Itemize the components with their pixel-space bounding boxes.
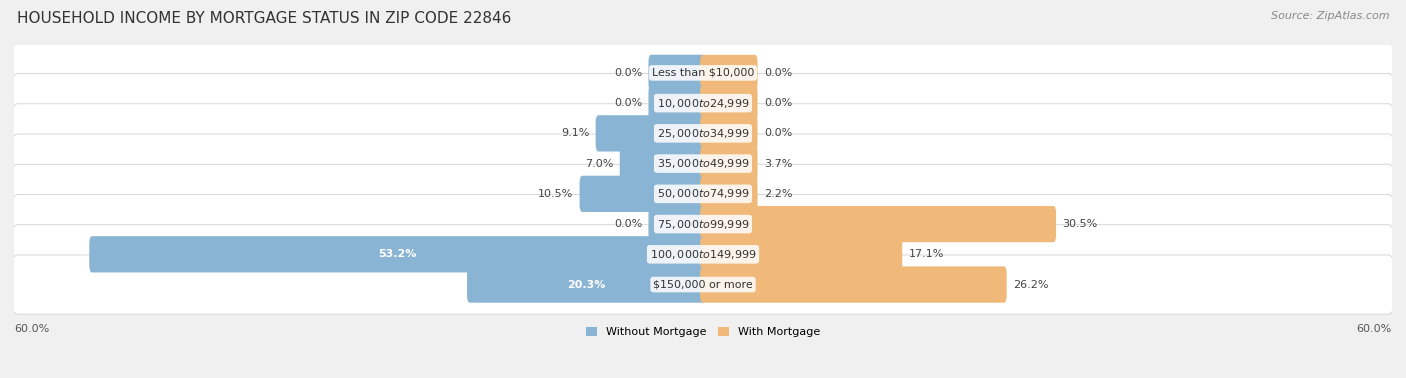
Text: $150,000 or more: $150,000 or more [654,280,752,290]
Text: 10.5%: 10.5% [538,189,574,199]
Text: 60.0%: 60.0% [14,324,49,333]
Text: 53.2%: 53.2% [378,249,416,259]
FancyBboxPatch shape [11,74,1395,133]
FancyBboxPatch shape [11,164,1395,223]
Text: 0.0%: 0.0% [763,129,792,138]
Text: Less than $10,000: Less than $10,000 [652,68,754,78]
Text: $35,000 to $49,999: $35,000 to $49,999 [657,157,749,170]
Text: 30.5%: 30.5% [1063,219,1098,229]
Text: 20.3%: 20.3% [567,280,606,290]
FancyBboxPatch shape [700,55,758,91]
Text: $100,000 to $149,999: $100,000 to $149,999 [650,248,756,261]
FancyBboxPatch shape [596,115,706,152]
Text: Source: ZipAtlas.com: Source: ZipAtlas.com [1271,11,1389,21]
FancyBboxPatch shape [11,43,1395,102]
Text: $75,000 to $99,999: $75,000 to $99,999 [657,218,749,231]
Text: 60.0%: 60.0% [1357,324,1392,333]
Text: HOUSEHOLD INCOME BY MORTGAGE STATUS IN ZIP CODE 22846: HOUSEHOLD INCOME BY MORTGAGE STATUS IN Z… [17,11,512,26]
FancyBboxPatch shape [620,146,706,182]
FancyBboxPatch shape [579,176,706,212]
Text: $10,000 to $24,999: $10,000 to $24,999 [657,97,749,110]
Text: $50,000 to $74,999: $50,000 to $74,999 [657,187,749,200]
Text: 0.0%: 0.0% [763,68,792,78]
FancyBboxPatch shape [648,55,706,91]
Text: 0.0%: 0.0% [614,68,643,78]
FancyBboxPatch shape [700,146,758,182]
Text: 3.7%: 3.7% [763,159,792,169]
FancyBboxPatch shape [11,195,1395,254]
FancyBboxPatch shape [11,225,1395,284]
FancyBboxPatch shape [648,206,706,242]
FancyBboxPatch shape [11,255,1395,314]
FancyBboxPatch shape [700,266,1007,303]
FancyBboxPatch shape [700,115,758,152]
FancyBboxPatch shape [700,176,758,212]
Text: 0.0%: 0.0% [614,98,643,108]
Text: 0.0%: 0.0% [763,98,792,108]
Text: $25,000 to $34,999: $25,000 to $34,999 [657,127,749,140]
FancyBboxPatch shape [11,134,1395,193]
Text: 7.0%: 7.0% [585,159,613,169]
Text: 9.1%: 9.1% [561,129,589,138]
FancyBboxPatch shape [700,85,758,121]
Legend: Without Mortgage, With Mortgage: Without Mortgage, With Mortgage [582,322,824,341]
FancyBboxPatch shape [467,266,706,303]
FancyBboxPatch shape [648,85,706,121]
Text: 2.2%: 2.2% [763,189,793,199]
FancyBboxPatch shape [89,236,706,273]
Text: 0.0%: 0.0% [614,219,643,229]
FancyBboxPatch shape [11,104,1395,163]
Text: 17.1%: 17.1% [908,249,943,259]
FancyBboxPatch shape [700,236,903,273]
FancyBboxPatch shape [700,206,1056,242]
Text: 26.2%: 26.2% [1012,280,1049,290]
